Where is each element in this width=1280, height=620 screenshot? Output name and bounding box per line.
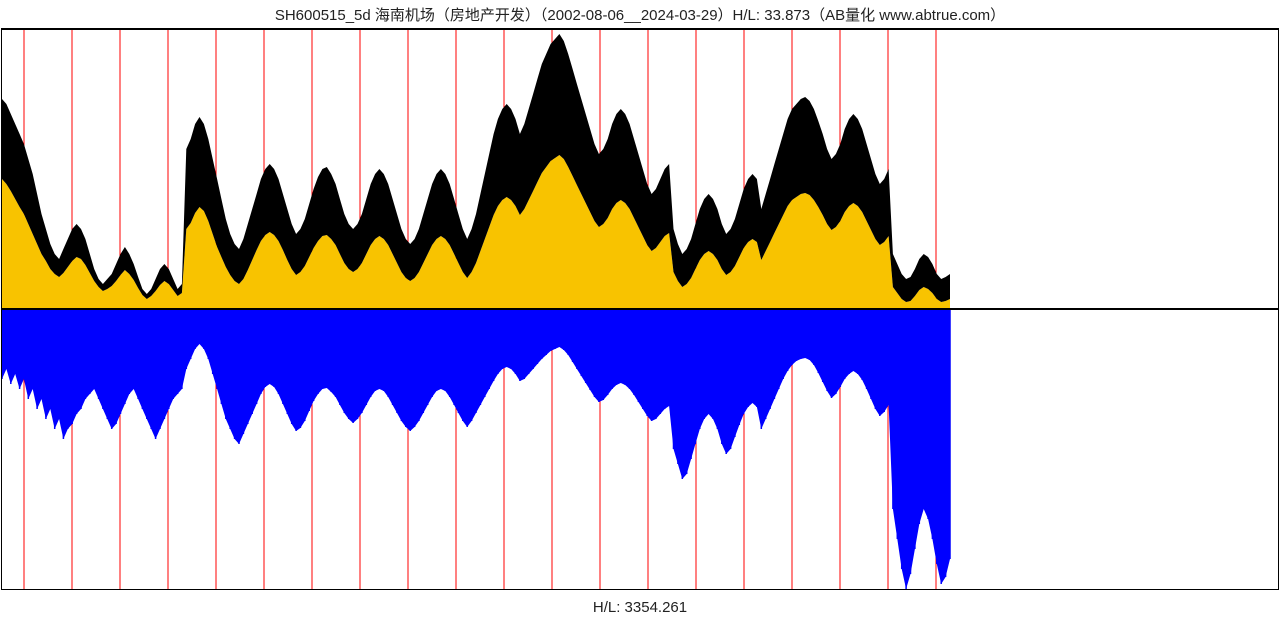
chart-footer: H/L: 3354.261 — [0, 599, 1280, 616]
chart-title: SH600515_5d 海南机场（房地产开发）（2002-08-06__2024… — [0, 4, 1280, 25]
price-volume-chart — [1, 28, 1279, 590]
chart-svg — [2, 29, 1278, 589]
